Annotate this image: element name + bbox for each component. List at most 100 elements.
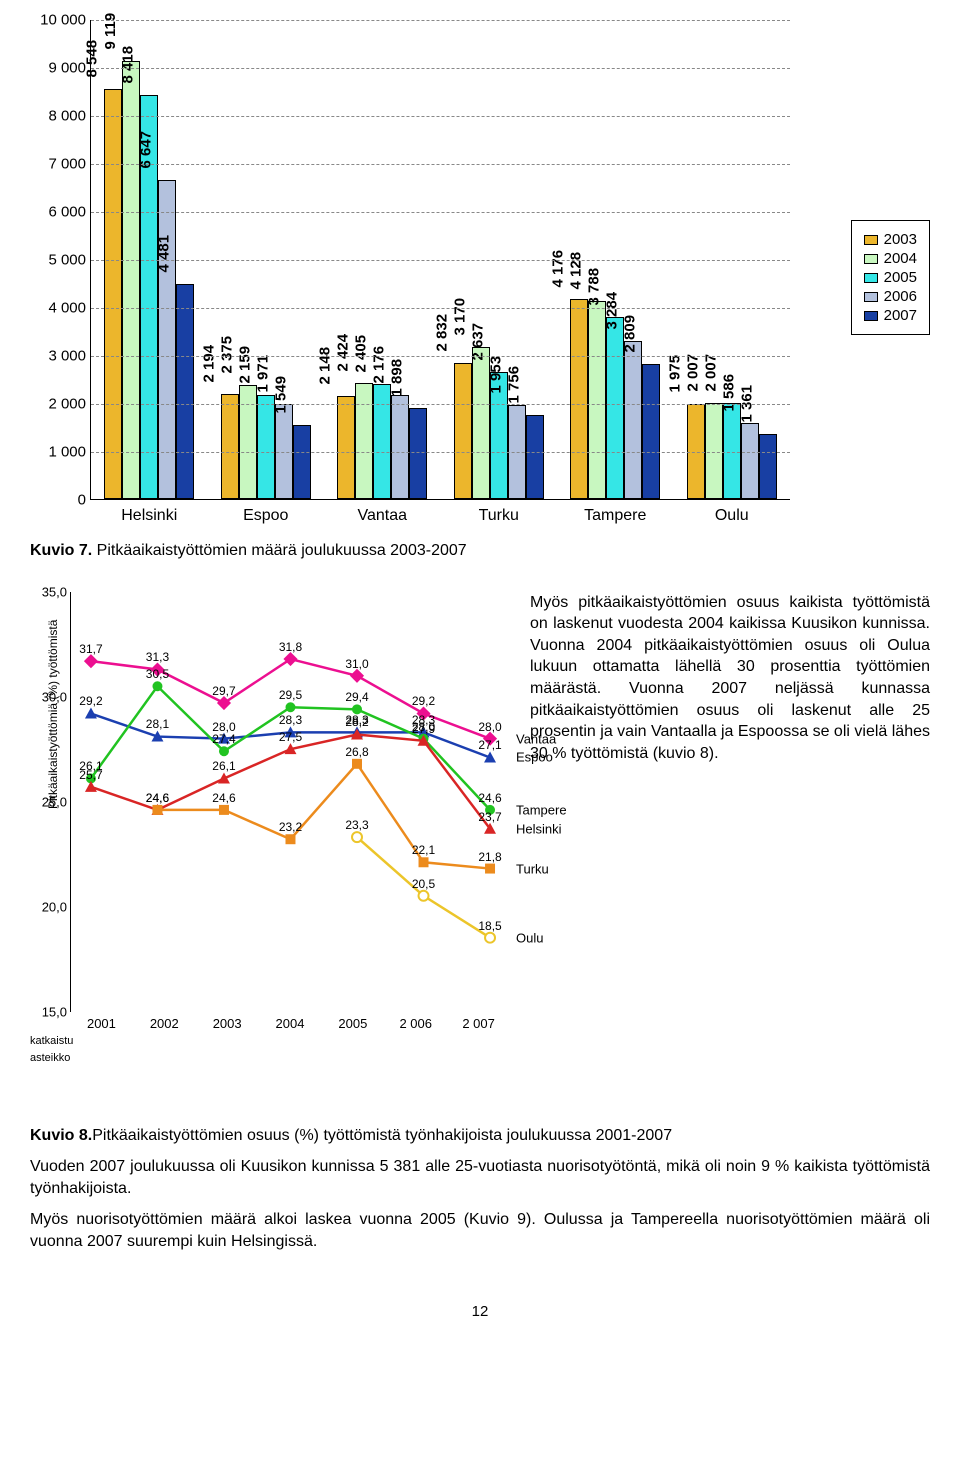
series-end-label-turku: Turku bbox=[516, 861, 549, 876]
series-marker bbox=[419, 890, 429, 900]
bar: 2 832 bbox=[454, 363, 472, 499]
line-y-tick: 30,0 bbox=[29, 689, 67, 704]
bar-value-label: 1 898 bbox=[389, 359, 406, 401]
series-end-label-tampere: Tampere bbox=[516, 802, 567, 817]
bar-y-tick: 2 000 bbox=[31, 396, 86, 413]
series-marker bbox=[416, 706, 430, 720]
bar: 1 549 bbox=[293, 425, 311, 499]
bar-value-label: 2 176 bbox=[371, 346, 388, 388]
bar-value-label: 4 128 bbox=[568, 252, 585, 294]
bar-value-label: 2 007 bbox=[702, 354, 719, 396]
legend-label: 2007 bbox=[884, 307, 917, 324]
figure-8-caption: Kuvio 8.Pitkäaikaistyöttömien osuus (%) … bbox=[30, 1125, 930, 1147]
bar: 2 809 bbox=[642, 364, 660, 499]
bar-value-label: 8 548 bbox=[84, 40, 101, 82]
bar-value-label: 2 809 bbox=[622, 315, 639, 357]
legend-item: 2003 bbox=[864, 231, 917, 248]
line-y-tick: 35,0 bbox=[29, 584, 67, 599]
bar-x-category: Tampere bbox=[557, 507, 674, 525]
bar-value-label: 2 424 bbox=[335, 334, 352, 376]
line-chart-column: Pitkäaikaistyöttömiä (%) työttömistä 15,… bbox=[30, 592, 510, 1065]
bar: 1 898 bbox=[409, 408, 427, 499]
bar-y-tick: 5 000 bbox=[31, 252, 86, 269]
line-x-tick: 2003 bbox=[196, 1016, 259, 1031]
legend-swatch bbox=[864, 235, 878, 245]
bar-x-category: Espoo bbox=[208, 507, 325, 525]
legend-label: 2006 bbox=[884, 288, 917, 305]
bar: 2 194 bbox=[221, 394, 239, 499]
scale-note-2: asteikko bbox=[30, 1052, 70, 1064]
bar-x-category: Vantaa bbox=[324, 507, 441, 525]
figure-8-prefix: Kuvio 8. bbox=[30, 1127, 92, 1144]
bar: 4 481 bbox=[176, 284, 194, 499]
series-line-oulu bbox=[357, 837, 490, 938]
series-marker bbox=[219, 805, 229, 815]
bar-value-label: 2 637 bbox=[469, 323, 486, 365]
legend-swatch bbox=[864, 273, 878, 283]
bar-value-label: 2 159 bbox=[236, 346, 253, 388]
bar: 2 148 bbox=[337, 396, 355, 499]
paragraph-3: Myös nuorisotyöttömien määrä alkoi laske… bbox=[30, 1209, 930, 1252]
series-marker bbox=[419, 857, 429, 867]
line-chart-plot: Pitkäaikaistyöttömiä (%) työttömistä 15,… bbox=[70, 592, 510, 1012]
bar-y-tick: 1 000 bbox=[31, 444, 86, 461]
bar-x-category: Oulu bbox=[674, 507, 791, 525]
line-x-tick: 2 007 bbox=[447, 1016, 510, 1031]
series-marker bbox=[286, 702, 296, 712]
series-marker bbox=[485, 863, 495, 873]
bar: 4 176 bbox=[570, 299, 588, 499]
bar-value-label: 1 971 bbox=[254, 355, 271, 397]
series-marker bbox=[150, 662, 164, 676]
line-chart-and-text: Pitkäaikaistyöttömiä (%) työttömistä 15,… bbox=[30, 592, 930, 1065]
bar: 2 424 bbox=[355, 383, 373, 499]
scale-note-1: katkaistu bbox=[30, 1035, 73, 1047]
bar-chart-legend: 20032004200520062007 bbox=[851, 220, 930, 335]
series-marker bbox=[485, 805, 495, 815]
paragraph-1: Myös pitkäaikaistyöttömien osuus kaikist… bbox=[530, 592, 930, 765]
series-marker bbox=[352, 758, 362, 768]
bar-value-label: 1 549 bbox=[272, 376, 289, 418]
bar-y-tick: 3 000 bbox=[31, 348, 86, 365]
paragraph-2: Vuoden 2007 joulukuussa oli Kuusikon kun… bbox=[30, 1156, 930, 1199]
series-marker bbox=[84, 654, 98, 668]
series-marker bbox=[217, 696, 231, 710]
bar-y-tick: 6 000 bbox=[31, 204, 86, 221]
legend-label: 2003 bbox=[884, 231, 917, 248]
series-marker bbox=[483, 731, 497, 745]
paragraph-1-column: Myös pitkäaikaistyöttömien osuus kaikist… bbox=[530, 592, 930, 1065]
bar-value-label: 1 975 bbox=[666, 355, 683, 397]
bar-value-label: 6 647 bbox=[138, 131, 155, 173]
series-marker bbox=[350, 668, 364, 682]
legend-swatch bbox=[864, 254, 878, 264]
line-x-tick: 2005 bbox=[321, 1016, 384, 1031]
bar-value-label: 3 170 bbox=[451, 298, 468, 340]
bar: 1 756 bbox=[526, 415, 544, 499]
series-marker bbox=[152, 805, 162, 815]
bar-y-tick: 4 000 bbox=[31, 300, 86, 317]
series-marker bbox=[352, 832, 362, 842]
figure-7-caption: Kuvio 7. Pitkäaikaistyöttömien määrä jou… bbox=[30, 540, 930, 562]
bar-value-label: 4 481 bbox=[156, 235, 173, 277]
series-marker bbox=[352, 704, 362, 714]
bar: 3 284 bbox=[624, 341, 642, 499]
series-marker bbox=[219, 746, 229, 756]
bar-value-label: 2 194 bbox=[200, 345, 217, 387]
legend-label: 2004 bbox=[884, 250, 917, 267]
bar-value-label: 1 756 bbox=[505, 366, 522, 408]
bar: 1 361 bbox=[759, 434, 777, 499]
line-chart-x-labels: 200120022003200420052 0062 007 bbox=[70, 1016, 510, 1031]
series-end-label-vantaa: Vantaa bbox=[516, 731, 556, 746]
bar-value-label: 1 953 bbox=[487, 356, 504, 398]
bar-value-label: 2 007 bbox=[684, 354, 701, 396]
figure-8-text: Pitkäaikaistyöttömien osuus (%) työttömi… bbox=[92, 1127, 672, 1144]
bar-value-label: 4 176 bbox=[550, 250, 567, 292]
series-marker bbox=[283, 652, 297, 666]
series-marker bbox=[85, 780, 97, 791]
series-marker bbox=[485, 932, 495, 942]
bar: 2 007 bbox=[705, 403, 723, 499]
bar-y-tick: 9 000 bbox=[31, 60, 86, 77]
bar-chart-plot: 8 5489 1198 4186 6474 481Helsinki2 1942 … bbox=[90, 20, 790, 500]
bar: 2 375 bbox=[239, 385, 257, 499]
line-x-tick: 2001 bbox=[70, 1016, 133, 1031]
legend-item: 2006 bbox=[864, 288, 917, 305]
